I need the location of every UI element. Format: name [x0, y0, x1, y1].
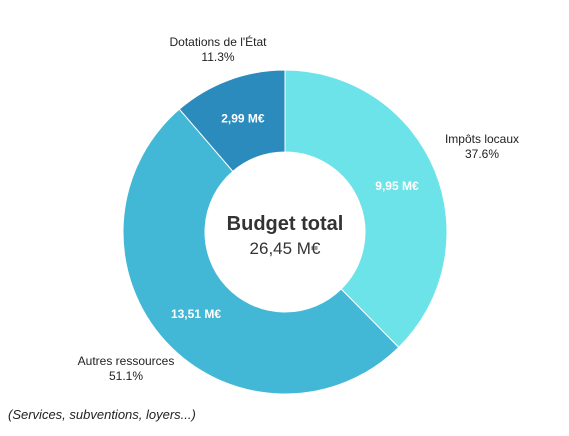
slice-value-label-2: 2,99 M€: [221, 112, 265, 126]
slice-category-label-2: Dotations de l'État: [169, 34, 267, 49]
center-value: 26,45 M€: [250, 239, 321, 258]
slice-percent-label-1: 51.1%: [109, 369, 143, 383]
footnote: (Services, subventions, loyers...): [8, 407, 196, 422]
slice-category-label-1: Autres ressources: [78, 354, 175, 368]
slice-percent-label-2: 11.3%: [201, 50, 234, 64]
slice-value-label-0: 9,95 M€: [375, 179, 419, 193]
slice-2: [178, 69, 286, 173]
slice-percent-label-0: 37.6%: [465, 147, 499, 161]
center-title: Budget total: [227, 213, 344, 235]
slice-category-label-0: Impôts locaux: [445, 132, 519, 146]
slice-value-label-1: 13,51 M€: [171, 307, 221, 321]
slice-0: [284, 69, 448, 349]
slice-1: [122, 108, 400, 395]
